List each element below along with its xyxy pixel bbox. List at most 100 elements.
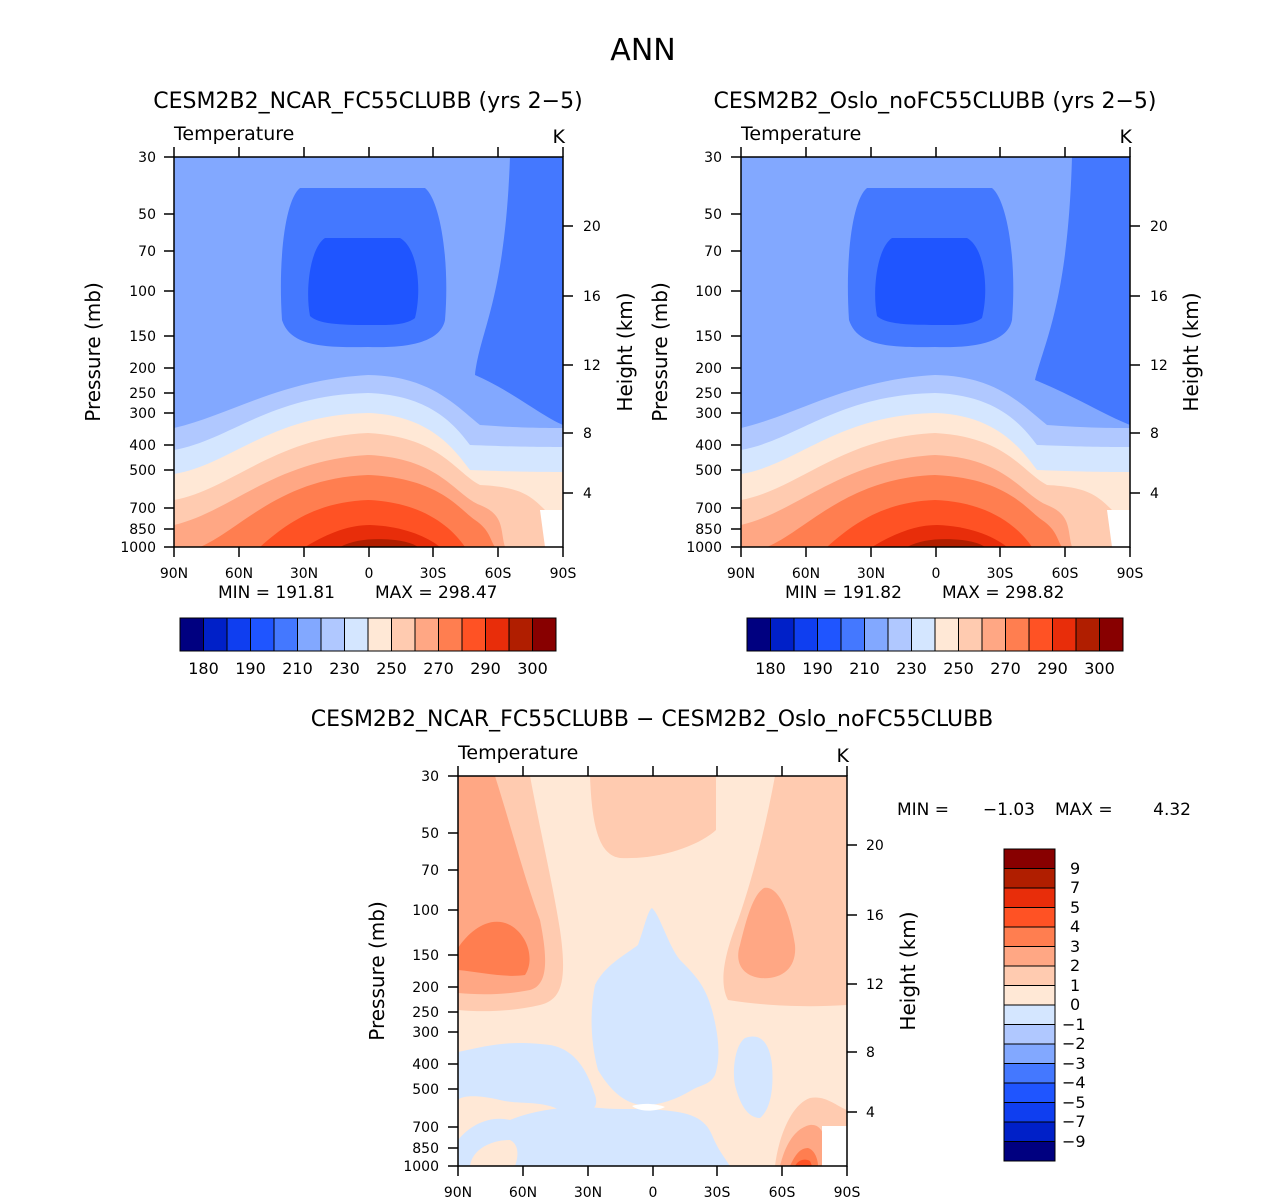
colorbar [179,617,557,652]
colorbar-swatch [1003,1082,1056,1103]
min-stat: MIN = 191.81 [218,583,335,603]
colorbar-label: 250 [943,659,974,678]
y-tick-label: 250 [412,1005,439,1021]
y-tick-label: 100 [695,284,722,300]
height-tick-label: 12 [583,358,601,374]
y-axis [731,156,1140,548]
height-tick-label: 20 [866,838,884,854]
height-tick-label: 16 [583,289,601,305]
contour-fill [741,157,1130,547]
x-tick-label: 60N [225,566,253,582]
height-tick-label: 8 [583,426,592,442]
main-title: ANN [610,33,675,68]
colorbar-swatch [391,617,416,652]
colorbar-swatch [1003,887,1056,908]
colorbar-swatch [1003,946,1056,967]
colorbar-label: 2 [1070,956,1080,975]
x-tick-label: 90N [444,1185,472,1201]
height-tick-label: 4 [583,486,592,502]
x-tick-label: 0 [365,566,374,582]
contour-band [738,887,796,979]
contour-band [591,908,719,1105]
y-tick-label: 500 [412,1082,439,1098]
contour-band [632,1103,665,1111]
colorbar-swatch [414,617,439,652]
colorbar-swatch [1003,1141,1056,1162]
colorbar-swatch [1003,1063,1056,1084]
colorbar-label: 180 [755,659,786,678]
colorbar-label: 290 [470,659,501,678]
units-label: K [837,745,850,767]
contour-band [1035,157,1130,425]
y-tick-label: 100 [412,903,439,919]
contour-band [872,525,1007,547]
y-tick-label: 500 [129,463,156,479]
colorbar-swatch [320,617,345,652]
colorbar-swatch [1052,617,1077,652]
units-label: K [553,126,566,148]
contour-fill [458,776,847,1166]
y-tick-label: 1000 [120,540,156,556]
contour-band [795,1159,812,1166]
y-tick-label: 150 [412,948,439,964]
y-axis-right-title: Height (km) [613,292,637,411]
colorbar-swatch [344,617,369,652]
y-axis-title: Pressure (mb) [81,282,105,422]
y-tick-label: 150 [129,329,156,345]
colorbar [746,617,1124,652]
panel-title: CESM2B2_NCAR_FC55CLUBB (yrs 2−5) [153,89,582,114]
x-tick-label: 30N [857,566,885,582]
colorbar-label: 9 [1070,859,1080,878]
colorbar-swatch [203,617,228,652]
y-tick-label: 50 [138,207,156,223]
y-tick-label: 850 [695,522,722,538]
y-tick-label: 1000 [403,1159,439,1175]
x-tick-label: 60N [509,1185,537,1201]
colorbar-label: 180 [188,659,219,678]
colorbar-swatch [485,617,510,652]
y-tick-label: 700 [695,501,722,517]
colorbar-swatch [250,617,275,652]
units-label: K [1120,126,1133,148]
colorbar-swatch [770,617,795,652]
y-tick-label: 300 [412,1025,439,1041]
colorbar-swatch [532,617,557,652]
y-tick-label: 300 [695,406,722,422]
colorbar-label: 270 [990,659,1021,678]
colorbar-swatch [1028,617,1053,652]
x-tick-label: 0 [932,566,941,582]
colorbar-swatch [1005,617,1030,652]
y-tick-label: 200 [695,361,722,377]
colorbar-label: 270 [423,659,454,678]
y-tick-label: 400 [412,1057,439,1073]
colorbar-swatch [981,617,1006,652]
colorbar-swatch [1003,965,1056,986]
y-tick-label: 30 [704,150,722,166]
colorbar-swatch [934,617,959,652]
height-tick-label: 20 [583,219,601,235]
colorbar-label: 250 [376,659,407,678]
height-tick-label: 16 [866,908,884,924]
colorbar-label: 290 [1037,659,1068,678]
contour-band [308,238,419,326]
y-axis-title: Pressure (mb) [648,282,672,422]
y-tick-label: 30 [421,769,439,785]
y-tick-label: 250 [695,386,722,402]
contour-band [470,1140,518,1166]
colorbar-label: 1 [1070,976,1080,995]
y-tick-label: 300 [129,406,156,422]
contour-band [475,157,563,425]
contour-band [590,776,716,859]
colorbar-label: 5 [1070,898,1080,917]
colorbar-swatch [817,617,842,652]
max-stat-value: 4.32 [1153,800,1191,820]
colorbar-swatch [179,617,204,652]
colorbar-swatch [887,617,912,652]
x-axis [457,766,848,1176]
y-tick-label: 100 [129,284,156,300]
colorbar-label: 230 [896,659,927,678]
colorbar-label: −9 [1062,1132,1086,1151]
y-tick-label: 50 [421,826,439,842]
colorbar-swatch [297,617,322,652]
